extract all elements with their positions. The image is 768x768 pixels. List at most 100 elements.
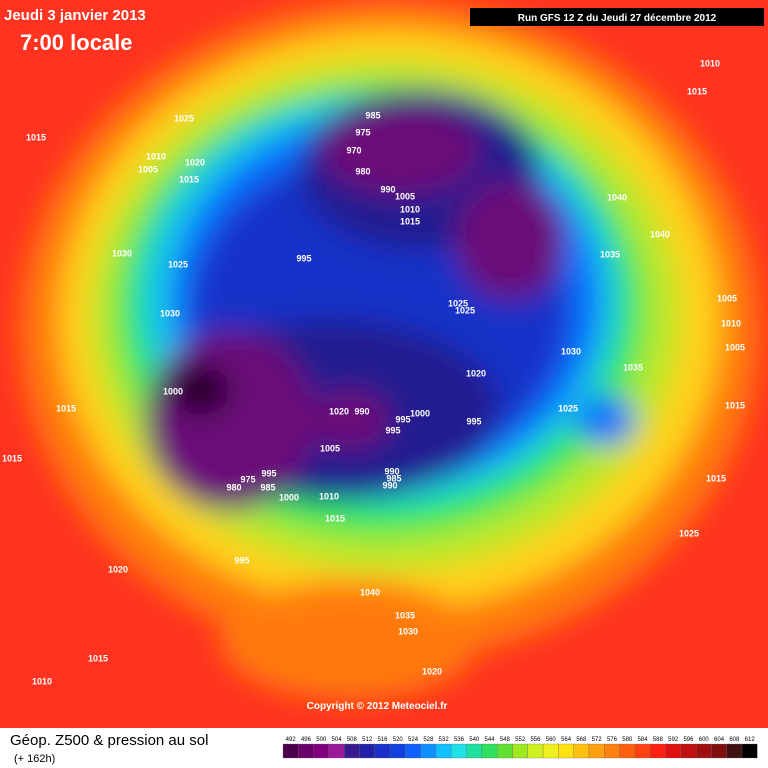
scale-swatch bbox=[466, 743, 483, 759]
isobar-label: 1005 bbox=[138, 164, 158, 174]
isobar-label: 1015 bbox=[725, 400, 745, 410]
scale-label: 552 bbox=[515, 737, 526, 743]
run-info: Run GFS 12 Z du Jeudi 27 décembre 2012 bbox=[518, 13, 717, 24]
isobar-label: 1030 bbox=[561, 346, 581, 356]
copyright: Copyright © 2012 Meteociel.fr bbox=[307, 701, 448, 712]
scale-label: 528 bbox=[423, 737, 434, 743]
scale-label: 572 bbox=[592, 737, 603, 743]
isobar-label: 1030 bbox=[160, 308, 180, 318]
isobar-label: 990 bbox=[384, 466, 399, 476]
scale-swatch bbox=[695, 743, 712, 759]
isobar-label: 1030 bbox=[398, 626, 418, 636]
scale-label: 588 bbox=[653, 737, 664, 743]
isobar-label: 985 bbox=[260, 482, 275, 492]
lead-time: (+ 162h) bbox=[14, 753, 55, 765]
isobar-label: 1025 bbox=[679, 528, 699, 538]
scale-label: 544 bbox=[485, 737, 496, 743]
scale-swatch bbox=[665, 743, 681, 759]
scale-swatch bbox=[420, 743, 437, 759]
isobar-label: 1015 bbox=[2, 453, 22, 463]
isobar-label: 995 bbox=[234, 555, 249, 565]
isobar-label: 990 bbox=[354, 406, 369, 416]
isobar-label: 1035 bbox=[623, 362, 643, 372]
scale-swatch bbox=[344, 743, 360, 759]
isobar-label: 1010 bbox=[700, 58, 720, 68]
isobar-label: 1000 bbox=[163, 386, 183, 396]
scale-swatch bbox=[527, 743, 544, 759]
isobar-label: 975 bbox=[240, 474, 255, 484]
isobar-label: 1010 bbox=[146, 151, 166, 161]
scale-label: 540 bbox=[469, 737, 480, 743]
isobar-label: 995 bbox=[466, 416, 481, 426]
scale-label: 520 bbox=[393, 737, 404, 743]
scale-label: 580 bbox=[622, 737, 633, 743]
scale-swatch bbox=[619, 743, 636, 759]
isobar-label: 1025 bbox=[174, 113, 194, 123]
scale-swatch bbox=[435, 743, 452, 759]
isobar-label: 1040 bbox=[650, 229, 670, 239]
footer-title: Géop. Z500 & pression au sol bbox=[10, 732, 208, 749]
isobar-label: 1010 bbox=[400, 204, 420, 214]
isobar-label: 995 bbox=[296, 253, 311, 263]
isobar-label: 1005 bbox=[717, 293, 737, 303]
scale-label: 496 bbox=[301, 737, 312, 743]
run-box bbox=[470, 8, 764, 26]
scale-swatch bbox=[359, 743, 375, 759]
scale-swatch bbox=[328, 743, 345, 759]
scale-swatch bbox=[573, 743, 590, 759]
scale-swatch bbox=[680, 743, 697, 759]
isobar-label: 995 bbox=[261, 468, 276, 478]
scale-label: 508 bbox=[347, 737, 358, 743]
field bbox=[0, 0, 768, 728]
isobar-label: 1015 bbox=[325, 513, 345, 523]
isobar-label: 1010 bbox=[721, 318, 741, 328]
scale-label: 608 bbox=[729, 737, 740, 743]
isobar-label: 980 bbox=[226, 482, 241, 492]
isobar-label: 1020 bbox=[466, 368, 486, 378]
isobar-label: 1015 bbox=[706, 473, 726, 483]
scale-label: 600 bbox=[699, 737, 710, 743]
scale-label: 568 bbox=[576, 737, 587, 743]
scale-swatch bbox=[542, 743, 559, 759]
scale-label: 604 bbox=[714, 737, 725, 743]
scale-label: 560 bbox=[546, 737, 557, 743]
isobar-label: 1015 bbox=[400, 216, 420, 226]
scale-label: 536 bbox=[454, 737, 465, 743]
isobar-label: 995 bbox=[395, 414, 410, 424]
isobar-label: 990 bbox=[382, 480, 397, 490]
scale-label: 584 bbox=[638, 737, 649, 743]
isobar-label: 1020 bbox=[329, 406, 349, 416]
scale-label: 564 bbox=[561, 737, 572, 743]
isobar-label: 970 bbox=[346, 145, 361, 155]
isobar-label: 1035 bbox=[600, 249, 620, 259]
scale-label: 548 bbox=[500, 737, 511, 743]
scale-swatch bbox=[374, 743, 391, 759]
isobar-label: 1010 bbox=[32, 676, 52, 686]
isobar-label: 1025 bbox=[558, 403, 578, 413]
isobar-label: 990 bbox=[380, 184, 395, 194]
scale-label: 592 bbox=[668, 737, 679, 743]
isobar-label: 1000 bbox=[410, 408, 430, 418]
scale-label: 532 bbox=[439, 737, 450, 743]
scale-label: 500 bbox=[316, 737, 327, 743]
scale-swatch bbox=[481, 743, 498, 759]
isobar-label: 1025 bbox=[168, 259, 188, 269]
scale-label: 492 bbox=[286, 737, 297, 743]
scale-swatch bbox=[711, 743, 727, 759]
scale-label: 504 bbox=[332, 737, 343, 743]
isobar-label: 1030 bbox=[112, 248, 132, 258]
isobar-label: 1020 bbox=[422, 666, 442, 676]
scale-swatch bbox=[512, 743, 528, 759]
date: Jeudi 3 janvier 2013 bbox=[4, 7, 146, 24]
scale-label: 576 bbox=[607, 737, 618, 743]
scale-swatch bbox=[604, 743, 620, 759]
scale-swatch bbox=[726, 743, 743, 759]
scale-label: 524 bbox=[408, 737, 419, 743]
scale-swatch bbox=[298, 743, 314, 759]
scale-swatch bbox=[634, 743, 651, 759]
isobar-label: 1000 bbox=[279, 492, 299, 502]
scale-label: 612 bbox=[745, 737, 756, 743]
isobar-label: 1040 bbox=[607, 192, 627, 202]
scale-swatch bbox=[497, 743, 513, 759]
